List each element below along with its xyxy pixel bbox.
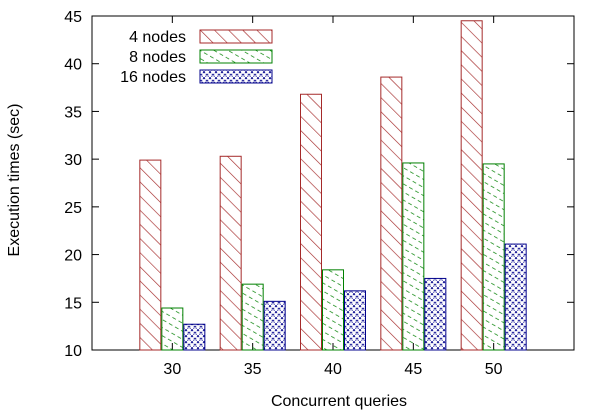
bar-4-nodes-45 [380,76,403,351]
x-tick-label: 30 [163,361,181,378]
bar-8-nodes-30 [161,307,184,351]
bar-8-nodes-40 [322,269,344,351]
bar-4-nodes-40 [300,93,322,351]
legend-label: 4 nodes [129,29,186,46]
bars [139,20,527,351]
bar-16-nodes-40 [344,290,366,351]
bar-16-nodes-30 [183,323,206,351]
y-tick-label: 10 [64,343,82,360]
y-tick-label: 40 [64,57,82,74]
plot-area: 10 15 20 25 30 35 40 45 30 35 40 45 50 [64,9,575,378]
y-axis-title: Execution times (sec) [6,104,23,257]
legend-swatch [199,69,273,84]
legend: 4 nodes 8 nodes 16 nodes [120,29,273,86]
legend-label: 8 nodes [129,49,186,66]
y-tick-label: 20 [64,248,82,265]
legend-swatch [199,49,273,64]
x-tick-label: 50 [485,361,503,378]
y-tick-label: 35 [64,104,82,121]
bar-8-nodes-50 [482,163,505,351]
y-axis: 10 15 20 25 30 35 40 45 [64,9,574,360]
legend-label: 16 nodes [120,69,186,86]
legend-swatch [199,29,273,44]
x-tick-label: 35 [244,361,262,378]
y-tick-label: 30 [64,152,82,169]
x-tick-label: 40 [324,361,342,378]
bar-4-nodes-30 [139,159,162,351]
y-tick-label: 25 [64,200,82,217]
bar-8-nodes-45 [402,162,425,351]
bar-16-nodes-45 [424,277,447,351]
y-tick-label: 15 [64,295,82,312]
bar-16-nodes-35 [263,300,286,351]
x-tick-label: 45 [404,361,422,378]
bar-4-nodes-35 [219,155,242,351]
y-tick-label: 45 [64,9,82,26]
bar-16-nodes-50 [504,243,527,351]
x-axis-title: Concurrent queries [271,393,407,410]
bar-8-nodes-35 [241,283,264,351]
bar-4-nodes-50 [460,20,483,351]
